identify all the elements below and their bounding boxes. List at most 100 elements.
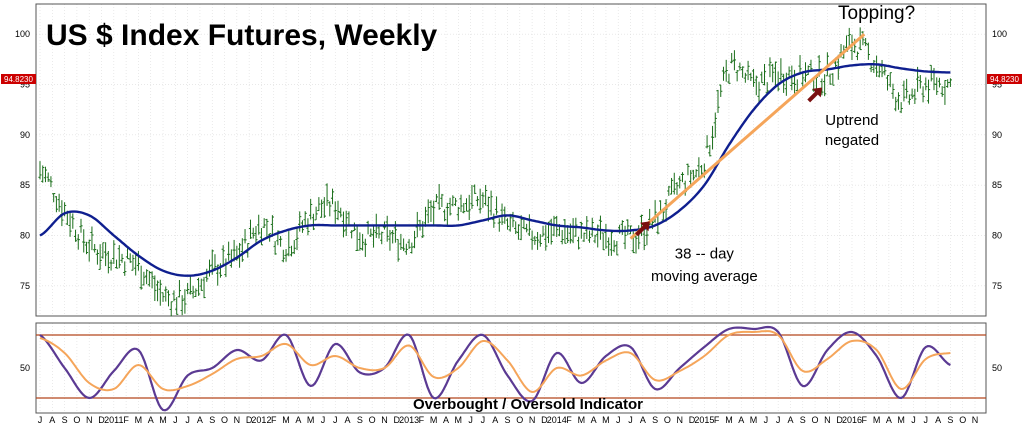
x-tick-label: S	[357, 415, 363, 425]
price-bar	[730, 52, 734, 64]
price-bar	[612, 240, 616, 253]
x-tick-label: M	[897, 415, 905, 425]
price-bar	[388, 229, 392, 251]
price-bar	[183, 289, 187, 314]
price-bar	[314, 206, 318, 221]
price-bar	[719, 84, 723, 97]
price-bar	[940, 86, 944, 97]
price-bar	[295, 227, 299, 251]
price-bar	[377, 225, 381, 239]
x-tick-label: M	[159, 415, 167, 425]
annotation-text: Topping?	[838, 3, 915, 24]
x-tick-label: M	[725, 415, 733, 425]
price-bar	[694, 169, 698, 178]
price-bar	[762, 63, 767, 86]
price-bar	[84, 241, 89, 255]
x-tick-label: F	[271, 415, 277, 425]
price-bar	[929, 64, 933, 82]
price-bar	[924, 77, 928, 91]
price-bar	[672, 172, 676, 195]
y-tick-label-left: 95	[20, 80, 30, 90]
annotation-arrow	[807, 87, 823, 103]
price-bar	[757, 81, 761, 105]
price-bar	[751, 68, 756, 87]
indicator-title: Overbought / Oversold Indicator	[413, 396, 643, 413]
x-tick-label: M	[430, 415, 438, 425]
price-label-right-bg	[987, 74, 1022, 84]
price-bar	[106, 250, 110, 274]
price-bar	[508, 213, 512, 232]
price-bar	[232, 239, 236, 262]
price-bar	[579, 221, 583, 239]
price-bar	[317, 197, 321, 212]
price-bar	[721, 66, 726, 81]
price-bar	[896, 92, 901, 110]
x-tick-label: N	[381, 415, 388, 425]
price-bar	[355, 224, 359, 251]
price-bar	[743, 72, 747, 83]
price-bar	[782, 73, 786, 93]
price-bar	[52, 193, 56, 203]
price-bar	[325, 183, 329, 206]
x-tick-label: 2016	[842, 415, 862, 425]
price-bar	[609, 230, 613, 256]
x-tick-label: 2014	[547, 415, 567, 425]
x-tick-label: J	[911, 415, 916, 425]
x-tick-label: A	[443, 415, 449, 425]
price-bar	[54, 196, 59, 213]
price-bar	[787, 66, 791, 77]
price-bar	[287, 231, 291, 257]
y-tick-label-left: 90	[20, 130, 30, 140]
price-bar	[500, 203, 504, 225]
price-bar	[358, 232, 362, 251]
y-tick-label-left: 100	[15, 29, 30, 39]
price-bar	[123, 261, 127, 276]
price-bar	[855, 51, 860, 61]
price-bar	[191, 285, 195, 299]
price-bar	[541, 225, 545, 237]
x-tick-label: A	[738, 415, 744, 425]
x-tick-label: S	[800, 415, 806, 425]
price-bar	[270, 215, 274, 237]
price-bar	[76, 234, 80, 250]
price-bar	[549, 218, 553, 245]
price-bar	[423, 206, 428, 227]
price-bar	[199, 278, 203, 291]
y-tick-label-left: 85	[20, 180, 30, 190]
price-bar	[98, 244, 102, 270]
price-bar	[705, 135, 709, 149]
price-bar	[746, 60, 750, 81]
price-bar	[598, 215, 603, 240]
price-bar	[120, 253, 124, 263]
price-bar	[396, 239, 400, 262]
price-bar	[505, 218, 510, 230]
price-bar	[95, 249, 100, 265]
price-bar	[265, 218, 269, 240]
x-tick-label: O	[73, 415, 80, 425]
annotation-arrow	[635, 221, 650, 237]
price-bar	[432, 200, 436, 225]
y-tick-layer: 75 75 80 80 85 85 90 90 95 95 100 100 50 50	[15, 29, 1007, 373]
price-bar	[494, 196, 499, 215]
price-bar	[202, 276, 206, 299]
price-bar	[601, 232, 605, 251]
moving-average-line	[39, 63, 951, 277]
price-bar	[519, 215, 523, 241]
price-bar	[907, 94, 911, 105]
price-bar	[319, 199, 324, 218]
x-tick-label: 2012	[251, 415, 271, 425]
price-bar	[462, 203, 466, 214]
price-bar	[885, 74, 890, 91]
price-bar	[139, 265, 143, 290]
price-bar	[847, 27, 851, 49]
price-bar	[691, 169, 696, 181]
price-bar	[560, 229, 564, 245]
price-bar	[798, 55, 802, 73]
price-bar	[475, 196, 480, 207]
x-tick-label: D	[394, 415, 401, 425]
indicator-fast-line	[39, 325, 951, 412]
price-bar	[104, 242, 108, 267]
indicator-y-tick-label-left: 50	[20, 363, 30, 373]
